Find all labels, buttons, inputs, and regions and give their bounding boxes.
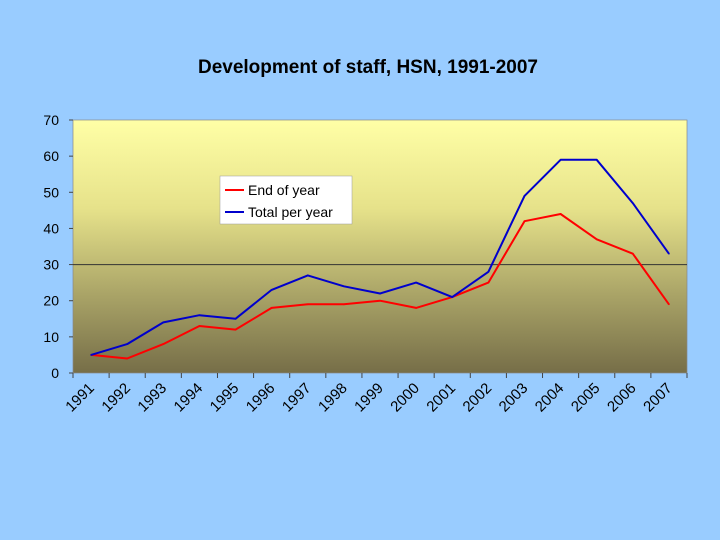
data-point xyxy=(632,252,634,255)
x-tick-label: 2003 xyxy=(496,380,532,416)
x-tick-label: 2004 xyxy=(532,380,568,416)
plot-area xyxy=(72,119,688,374)
x-tick-label: 2000 xyxy=(387,380,423,416)
x-tick-label: 2002 xyxy=(460,380,496,416)
data-point xyxy=(595,238,598,241)
data-point xyxy=(198,314,201,316)
y-tick-label: 10 xyxy=(43,329,59,345)
data-point xyxy=(559,158,562,161)
x-tick-label: 2005 xyxy=(568,380,604,416)
y-tick-label: 60 xyxy=(43,148,59,164)
data-point xyxy=(126,357,128,360)
y-tick-label: 70 xyxy=(43,112,59,128)
data-point xyxy=(523,195,526,197)
data-point xyxy=(415,307,417,309)
data-point xyxy=(523,220,526,222)
x-tick-label: 1995 xyxy=(207,380,243,416)
y-tick-label: 50 xyxy=(43,184,59,200)
data-point xyxy=(162,321,165,324)
data-point xyxy=(162,343,165,345)
data-point xyxy=(487,271,490,273)
x-tick-label: 1999 xyxy=(351,380,387,416)
x-tick-label: 1996 xyxy=(243,380,279,416)
data-point xyxy=(306,303,309,306)
y-tick-label: 30 xyxy=(43,257,59,273)
y-tick-label: 20 xyxy=(43,293,59,309)
x-tick-label: 1997 xyxy=(279,380,315,416)
data-point xyxy=(234,317,237,320)
data-point xyxy=(343,303,345,306)
data-point xyxy=(559,213,562,215)
data-point xyxy=(668,303,670,306)
x-tick-label: 1993 xyxy=(135,380,171,416)
chart-title: Development of staff, HSN, 1991-2007 xyxy=(197,57,538,78)
data-point xyxy=(415,281,417,284)
x-tick-label: 1998 xyxy=(315,380,351,416)
data-point xyxy=(343,285,345,288)
x-tick-label: 1994 xyxy=(171,380,207,416)
data-point xyxy=(126,343,128,345)
data-point xyxy=(487,281,490,284)
data-point xyxy=(632,202,634,204)
legend-label: End of year xyxy=(248,182,320,198)
y-tick-label: 40 xyxy=(43,220,59,236)
data-point xyxy=(90,354,92,356)
data-point xyxy=(379,299,381,302)
x-tick-label: 1992 xyxy=(98,380,134,416)
data-point xyxy=(234,328,237,331)
data-point xyxy=(306,274,309,277)
data-point xyxy=(198,325,201,327)
legend-label: Total per year xyxy=(248,204,333,220)
x-tick-label: 2007 xyxy=(640,380,676,416)
x-tick-label: 1991 xyxy=(62,380,98,416)
data-point xyxy=(451,296,454,298)
x-tick-label: 2006 xyxy=(604,380,640,416)
data-point xyxy=(595,158,598,161)
y-tick-label: 0 xyxy=(51,365,59,381)
x-tick-label: 2001 xyxy=(423,380,459,416)
data-point xyxy=(270,307,273,309)
data-point xyxy=(668,252,670,255)
legend-box xyxy=(219,175,353,225)
data-point xyxy=(270,289,273,291)
data-point xyxy=(379,292,381,295)
